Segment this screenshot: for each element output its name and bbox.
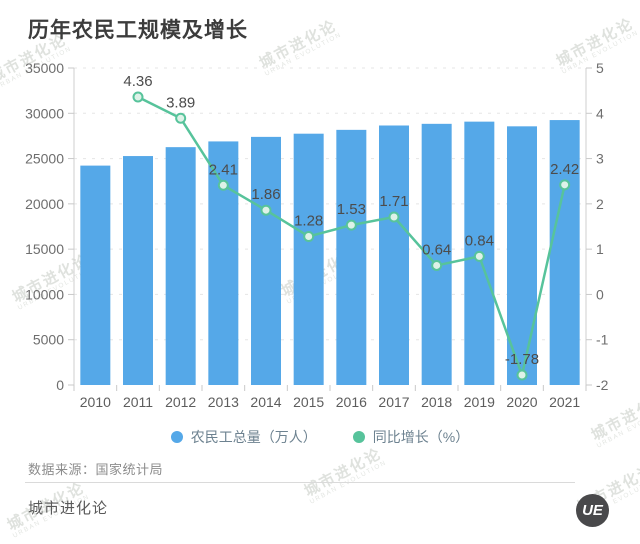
bar-2020 — [507, 126, 537, 385]
bar-2021 — [549, 120, 580, 385]
line-point-2019 — [473, 250, 485, 262]
footer-divider — [25, 482, 575, 483]
line-point-2014 — [260, 204, 272, 216]
data-source-note: 数据来源：国家统计局 — [28, 462, 164, 477]
svg-text:2016: 2016 — [336, 394, 367, 410]
line-point-2012 — [175, 112, 187, 124]
svg-text:-1: -1 — [596, 332, 609, 348]
legend-item-growth[interactable]: 同比增长（%） — [352, 427, 470, 447]
svg-text:2018: 2018 — [421, 394, 452, 410]
legend-dot-total-icon — [170, 431, 183, 443]
svg-text:2: 2 — [596, 196, 604, 212]
bar-2010 — [80, 165, 111, 385]
bar-2011 — [123, 156, 153, 385]
svg-text:0: 0 — [596, 286, 604, 302]
legend-item-total[interactable]: 农民工总量（万人） — [170, 427, 317, 447]
svg-text:1.53: 1.53 — [337, 201, 366, 218]
svg-text:2.41: 2.41 — [209, 161, 238, 178]
svg-text:15000: 15000 — [25, 241, 64, 257]
svg-text:25000: 25000 — [25, 151, 64, 167]
svg-text:0.64: 0.64 — [422, 241, 451, 258]
legend-dot-growth-icon — [352, 431, 365, 443]
svg-text:4.36: 4.36 — [123, 73, 152, 90]
svg-text:2017: 2017 — [378, 394, 409, 410]
legend-label-total: 农民工总量（万人） — [190, 429, 317, 445]
line-point-2017 — [388, 211, 400, 223]
svg-text:-2: -2 — [596, 377, 609, 393]
bar-2012 — [165, 147, 196, 385]
svg-text:2015: 2015 — [293, 394, 324, 410]
svg-text:2014: 2014 — [250, 394, 281, 410]
line-point-2016 — [345, 219, 357, 231]
ue-logo-text: UE — [582, 502, 603, 519]
svg-text:0.84: 0.84 — [465, 232, 494, 249]
svg-text:-1.78: -1.78 — [505, 351, 539, 368]
svg-text:3: 3 — [596, 151, 604, 167]
svg-text:3.89: 3.89 — [166, 94, 195, 111]
svg-text:10000: 10000 — [25, 286, 64, 302]
svg-text:2020: 2020 — [506, 394, 537, 410]
line-point-2015 — [303, 230, 315, 242]
bar-2014 — [251, 136, 281, 385]
svg-text:30000: 30000 — [25, 105, 64, 121]
chart-title: 历年农民工规模及增长 — [28, 19, 248, 42]
svg-text:2021: 2021 — [549, 394, 580, 410]
svg-text:2010: 2010 — [80, 394, 111, 410]
svg-text:2013: 2013 — [208, 394, 239, 410]
line-point-2020 — [516, 369, 528, 381]
ue-logo: UE — [576, 494, 609, 527]
bar-2015 — [293, 133, 324, 385]
line-point-2021 — [559, 179, 571, 191]
svg-text:35000: 35000 — [25, 60, 64, 76]
svg-text:4: 4 — [596, 105, 604, 121]
svg-text:5000: 5000 — [33, 332, 64, 348]
line-point-2013 — [217, 179, 229, 191]
svg-text:1.86: 1.86 — [251, 186, 280, 203]
brand-name: 城市进化论 — [28, 500, 109, 517]
svg-text:20000: 20000 — [25, 196, 64, 212]
bar-2017 — [379, 125, 409, 385]
svg-text:2019: 2019 — [464, 394, 495, 410]
svg-text:2.42: 2.42 — [550, 161, 579, 178]
svg-text:5: 5 — [596, 60, 604, 76]
legend-label-growth: 同比增长（%） — [372, 429, 470, 445]
svg-text:1.71: 1.71 — [379, 193, 408, 210]
svg-text:2012: 2012 — [165, 394, 196, 410]
svg-text:1.28: 1.28 — [294, 212, 323, 229]
chart-legend: 农民工总量（万人） 同比增长（%） — [0, 427, 640, 447]
svg-text:2011: 2011 — [123, 394, 153, 410]
bar-2016 — [336, 129, 367, 385]
line-point-2011 — [132, 91, 144, 103]
svg-text:0: 0 — [56, 377, 64, 393]
svg-text:1: 1 — [596, 241, 604, 257]
line-point-2018 — [431, 259, 443, 271]
